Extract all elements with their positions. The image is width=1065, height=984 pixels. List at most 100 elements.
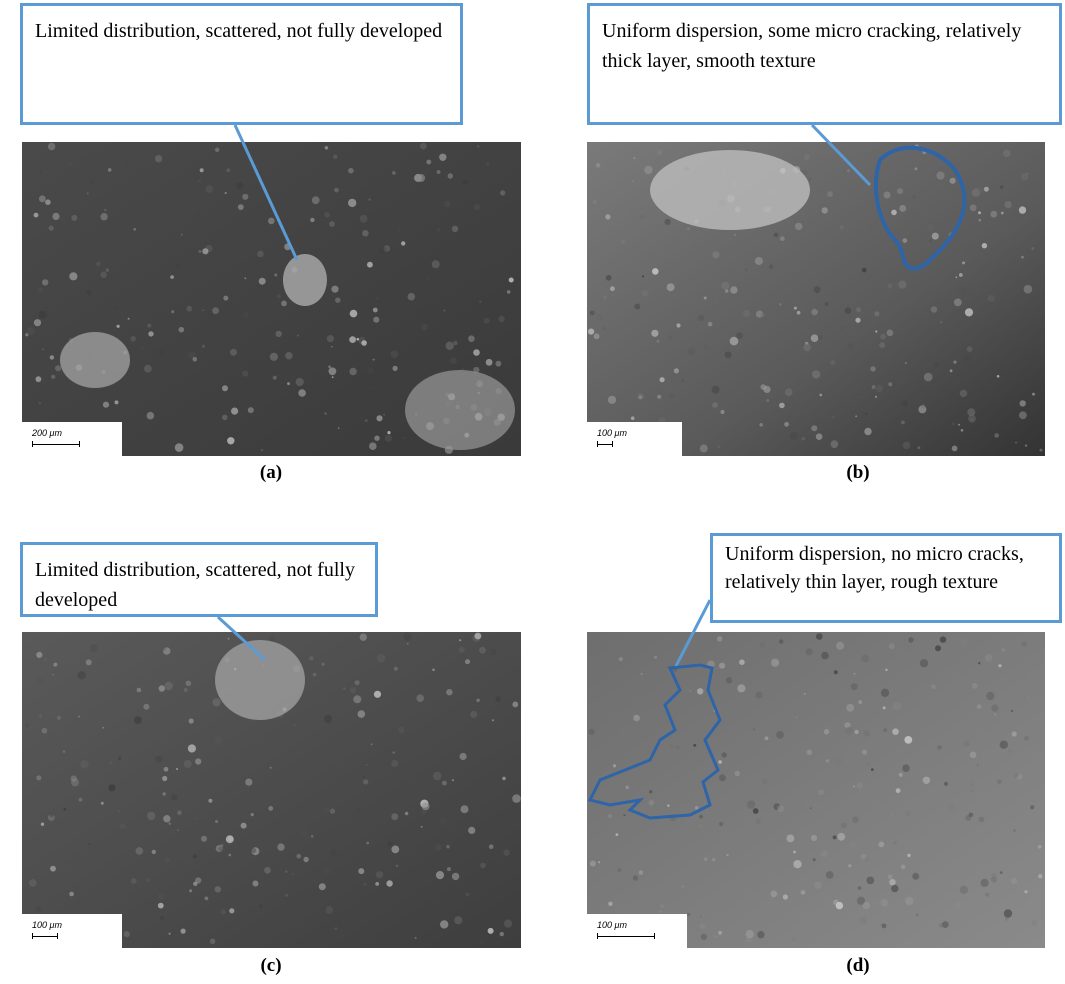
speck [420,143,427,150]
speck [855,730,859,734]
speck [86,659,92,665]
speck [916,913,919,916]
speck [186,681,192,687]
speck [392,171,396,175]
speck [393,366,398,371]
speck [133,228,136,231]
speck [386,771,392,777]
speck [649,790,652,793]
speck [51,375,55,379]
speck [699,815,703,819]
speck [39,402,41,404]
speck [479,301,481,303]
speck [242,194,248,200]
speck [452,873,459,880]
speck [193,882,197,886]
speck [164,682,172,690]
speck [836,902,843,909]
speck [826,759,829,762]
speck [1004,909,1012,917]
speck [210,939,216,945]
speck [251,813,254,816]
speck [50,814,53,817]
speck [206,185,214,193]
speck [231,408,238,415]
speck [36,775,41,780]
speck [331,286,338,293]
speck [298,389,306,397]
speck [117,325,120,328]
speck [721,282,729,290]
speck [717,636,723,642]
speck [201,836,207,842]
speck [338,427,340,429]
speck [242,371,248,377]
speck [361,340,367,346]
speck [48,143,55,150]
speck [869,225,872,228]
speck [953,901,961,909]
speck [669,393,674,398]
speck [687,913,690,916]
speck [358,868,364,874]
speck [42,279,48,285]
speck [889,879,895,885]
speck [38,287,44,293]
speck [682,380,684,382]
speck [1011,878,1017,884]
speck [896,788,901,793]
speck [268,218,275,225]
speck [824,729,829,734]
speck [175,443,184,452]
speck [1024,285,1033,294]
speck [257,251,264,258]
speck [598,861,600,863]
speck [891,885,898,892]
speck [979,219,982,222]
speck [303,857,308,862]
speck [259,278,266,285]
speck [276,331,282,337]
speck [814,882,821,889]
speck [169,933,171,935]
speck [29,879,37,887]
speck [903,238,908,243]
speck [776,731,784,739]
speck [452,779,454,781]
speck [374,691,381,698]
speck [779,639,783,643]
speck [229,908,234,913]
speck [334,188,339,193]
speck [626,786,629,789]
speck [963,263,966,266]
speck [330,849,337,856]
speck [215,296,217,298]
speck [202,248,208,254]
speck [809,218,816,225]
speck [270,767,272,769]
speck [450,357,457,364]
speck [827,191,833,197]
speck [986,692,994,700]
speck [504,920,512,928]
speck [480,863,486,869]
scale-label: 100 μm [597,920,627,930]
speck [769,264,774,269]
speck [45,693,49,697]
speck [343,688,345,690]
speck [908,637,913,642]
speck [477,145,480,148]
speck [87,192,89,194]
speck [285,352,292,359]
speck [394,667,398,671]
speck [623,814,625,816]
speck [670,743,675,748]
speck [170,275,174,279]
speck [329,221,335,227]
speck [774,233,779,238]
speck [79,663,82,666]
scale-label: 200 μm [32,428,62,438]
speck [761,313,765,317]
speck [186,207,188,209]
speck [264,867,271,874]
